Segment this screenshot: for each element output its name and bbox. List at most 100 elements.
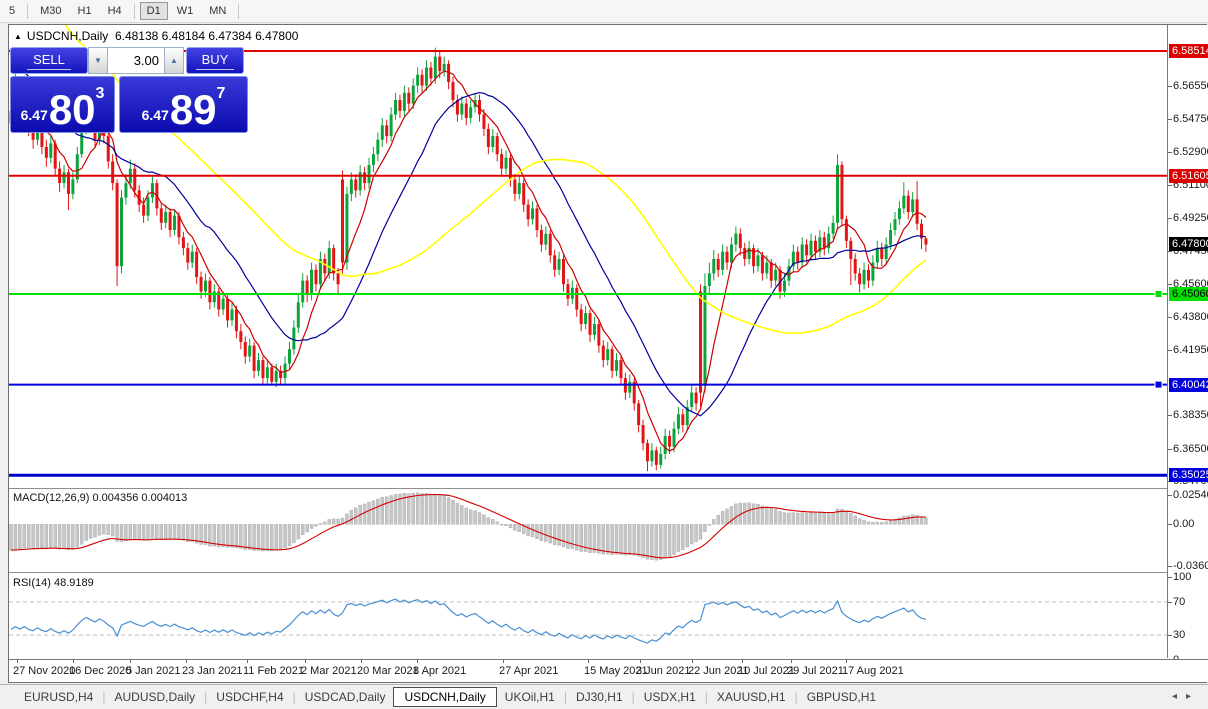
macd-histogram-bar bbox=[420, 493, 424, 525]
candle-body bbox=[619, 360, 623, 379]
price-axis[interactable]: 6.565506.547506.529006.511006.492506.474… bbox=[1167, 25, 1208, 666]
rsi-indicator-chart[interactable] bbox=[9, 574, 1167, 659]
axis-tick-mark bbox=[1168, 86, 1172, 88]
candle-body bbox=[115, 183, 119, 267]
axis-tick-mark bbox=[1168, 118, 1172, 120]
macd-histogram-bar bbox=[835, 508, 840, 525]
candle-body bbox=[173, 215, 177, 231]
macd-histogram-bar bbox=[208, 524, 212, 547]
buy-button[interactable]: BUY bbox=[186, 47, 244, 74]
candle-body bbox=[186, 248, 190, 263]
date-label: 17 Aug 2021 bbox=[842, 665, 904, 677]
volume-increase-button[interactable]: ▲ bbox=[164, 47, 184, 74]
candle-body bbox=[460, 103, 464, 115]
sell-price-display[interactable]: 6.47 80 3 bbox=[10, 76, 115, 133]
macd-histogram-bar bbox=[667, 524, 672, 558]
macd-histogram-bar bbox=[725, 508, 729, 525]
buy-price-display[interactable]: 6.47 89 7 bbox=[119, 76, 248, 133]
candle-body bbox=[31, 128, 35, 140]
candle-body bbox=[367, 165, 371, 184]
candle-body bbox=[553, 255, 557, 270]
chart-tab-audusd[interactable]: AUDUSD,Daily bbox=[114, 690, 196, 704]
macd-histogram-bar bbox=[871, 522, 875, 525]
panel-separator[interactable] bbox=[9, 488, 1167, 490]
candle-body bbox=[915, 199, 919, 224]
candle-body bbox=[924, 238, 928, 245]
macd-histogram-bar bbox=[910, 514, 915, 525]
chart-tab-usdchf[interactable]: USDCHF,H4 bbox=[216, 690, 284, 704]
timeframe-button-h1[interactable]: H1 bbox=[77, 5, 92, 17]
candle-body bbox=[261, 360, 265, 379]
tabs-scroll-right-icon[interactable]: ▸ bbox=[1185, 691, 1200, 702]
timeframe-button-mn[interactable]: MN bbox=[209, 5, 227, 17]
candle-body bbox=[389, 114, 393, 137]
chart-tab-ukoil[interactable]: UKOil,H1 bbox=[504, 690, 555, 704]
collapse-arrow-icon[interactable]: ▲ bbox=[14, 32, 22, 41]
candle-body bbox=[774, 269, 778, 281]
macd-histogram-bar bbox=[544, 524, 548, 542]
macd-histogram-bar bbox=[601, 524, 605, 555]
macd-histogram-bar bbox=[659, 524, 663, 560]
macd-histogram-bar bbox=[773, 509, 778, 525]
candle-body bbox=[327, 248, 331, 274]
price-line-handle-icon[interactable] bbox=[1154, 289, 1163, 298]
date-axis[interactable]: 27 Nov 2020 16 Dec 2020 5 Jan 2021 23 Jan 2… bbox=[9, 659, 1208, 682]
macd-histogram-bar bbox=[345, 513, 349, 525]
axis-tick-mark bbox=[1168, 415, 1172, 417]
volume-input[interactable] bbox=[108, 47, 164, 74]
macd-histogram-bar bbox=[455, 503, 460, 525]
macd-histogram-bar bbox=[26, 524, 31, 549]
timeframe-button-w1[interactable]: W1 bbox=[176, 5, 194, 17]
candle-body bbox=[248, 345, 252, 357]
candle-body bbox=[292, 327, 296, 350]
candle-body bbox=[712, 258, 716, 274]
tab-separator: | bbox=[631, 690, 635, 704]
macd-histogram-bar bbox=[924, 517, 928, 525]
date-label: 11 Feb 2021 bbox=[243, 665, 304, 677]
candle-body bbox=[265, 367, 269, 379]
candle-body bbox=[597, 323, 601, 346]
macd-histogram-bar bbox=[915, 515, 919, 525]
chart-tab-gbpusd[interactable]: GBPUSD,H1 bbox=[806, 690, 877, 704]
chart-tab-dj30[interactable]: DJ30,H1 bbox=[575, 690, 623, 704]
timeframe-button-d1[interactable]: D1 bbox=[139, 2, 168, 20]
macd-histogram-bar bbox=[283, 524, 287, 549]
timeframe-button-5[interactable]: 5 bbox=[9, 5, 16, 17]
candle-body bbox=[336, 273, 340, 285]
candlestick-chart[interactable] bbox=[9, 25, 1167, 488]
candle-body bbox=[66, 172, 70, 194]
timeframe-button-h4[interactable]: H4 bbox=[107, 5, 122, 17]
chart-tab-usdx[interactable]: USDX,H1 bbox=[643, 690, 696, 704]
macd-histogram-bar bbox=[243, 524, 247, 550]
price-line-handle-icon[interactable] bbox=[1154, 380, 1163, 389]
toolbar-separator bbox=[133, 3, 135, 19]
candle-body bbox=[305, 280, 309, 296]
panel-separator[interactable] bbox=[9, 572, 1167, 574]
sell-button[interactable]: SELL bbox=[10, 47, 88, 74]
macd-histogram-bar bbox=[203, 524, 208, 546]
chart-tab-xauusd[interactable]: XAUUSD,H1 bbox=[716, 690, 786, 704]
date-tick-mark bbox=[692, 660, 693, 663]
axis-tick-mark bbox=[1168, 577, 1172, 578]
timeframe-button-m30[interactable]: M30 bbox=[40, 5, 62, 17]
macd-histogram-bar bbox=[800, 512, 804, 525]
candle-body bbox=[438, 56, 442, 72]
date-label: 10 Jul 2021 bbox=[738, 665, 795, 677]
macd-histogram-bar bbox=[787, 512, 791, 525]
chart-tab-eurusd[interactable]: EURUSD,H4 bbox=[24, 690, 94, 704]
chart-tab-usdcnh[interactable]: USDCNH,Daily bbox=[393, 687, 497, 707]
macd-histogram-bar bbox=[212, 524, 217, 547]
macd-indicator-chart[interactable] bbox=[9, 490, 1167, 572]
date-tick-mark bbox=[361, 660, 362, 663]
macd-histogram-bar bbox=[654, 524, 659, 561]
chart-tab-usdcad[interactable]: USDCAD,Daily bbox=[304, 690, 386, 704]
candle-body bbox=[544, 233, 548, 245]
candle-body bbox=[902, 195, 906, 209]
candle-body bbox=[875, 248, 879, 263]
macd-histogram-bar bbox=[875, 521, 880, 525]
volume-decrease-button[interactable]: ▼ bbox=[88, 47, 108, 74]
tabs-scroll-left-icon[interactable]: ◂ bbox=[1171, 691, 1186, 702]
macd-histogram-bar bbox=[822, 512, 826, 525]
tab-separator: | bbox=[563, 690, 567, 704]
candle-body bbox=[287, 349, 291, 364]
